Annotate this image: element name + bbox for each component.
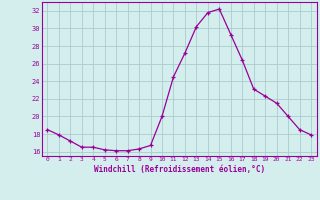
- X-axis label: Windchill (Refroidissement éolien,°C): Windchill (Refroidissement éolien,°C): [94, 165, 265, 174]
